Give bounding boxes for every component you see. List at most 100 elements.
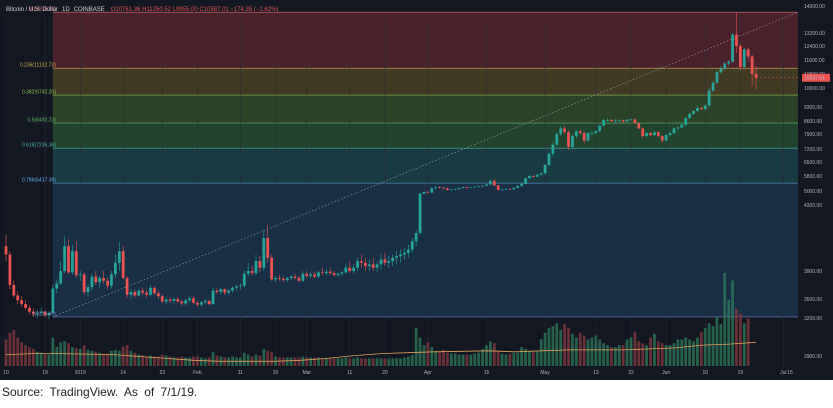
volume-bar — [340, 358, 344, 366]
candle-body — [207, 300, 211, 305]
candle-body — [672, 128, 676, 134]
candle-body — [102, 278, 106, 281]
candle-body — [742, 49, 746, 67]
volume-bar — [414, 328, 418, 366]
candle-body — [145, 292, 148, 295]
volume-bar — [395, 358, 398, 366]
volume-bar — [567, 328, 570, 366]
candle-body — [715, 72, 719, 83]
fib-level-label: 0.236(11132.73) — [20, 63, 56, 69]
candle-body — [559, 128, 563, 134]
candle-body — [383, 259, 387, 263]
volume-bar — [321, 358, 324, 366]
candle-body — [47, 312, 51, 316]
exchange: COINBASE — [74, 7, 105, 13]
x-tick-label: 11 — [347, 370, 352, 376]
volume-bar — [98, 352, 102, 366]
x-tick-label: 10 — [3, 370, 9, 376]
candle-body — [481, 185, 484, 187]
candle-body — [418, 193, 422, 234]
volume-bar — [719, 324, 723, 366]
volume-bar — [434, 350, 438, 366]
candle-body — [133, 292, 137, 296]
x-axis-bg — [0, 366, 833, 380]
y-tick-label: 13200.00 — [804, 31, 825, 37]
volume-bar — [317, 357, 320, 366]
volume-bar — [203, 358, 207, 366]
volume-bar — [629, 337, 633, 366]
volume-bar — [110, 350, 113, 366]
volume-bar — [114, 349, 117, 366]
candle-body — [262, 238, 266, 268]
candle-body — [504, 188, 508, 190]
fib-band — [52, 148, 798, 184]
candle-body — [696, 108, 699, 111]
candle-body — [164, 299, 168, 302]
volume-bar — [59, 342, 63, 366]
volume-bar — [379, 358, 383, 366]
candle-body — [614, 120, 617, 122]
y-tick-label: 3900.00 — [804, 269, 822, 275]
candle-body — [735, 34, 738, 46]
x-tick-label: 23 — [159, 370, 165, 376]
volume-bar — [473, 353, 477, 366]
volume-bar — [481, 348, 484, 366]
volume-bar — [297, 357, 301, 366]
volume-bar — [610, 347, 613, 366]
volume-bar — [586, 339, 590, 366]
volume-bar — [477, 352, 481, 366]
price-candles — [4, 12, 758, 320]
candle-body — [125, 278, 129, 295]
candle-body — [535, 174, 539, 177]
y-tick-label: 3500.00 — [804, 297, 822, 303]
candle-body — [336, 273, 340, 276]
candle-body — [422, 192, 426, 194]
volume-bar — [535, 350, 539, 366]
candle-body — [442, 187, 445, 189]
volume-bar — [645, 345, 648, 366]
volume-bar — [512, 352, 516, 366]
volume-bar — [278, 357, 281, 366]
candle-body — [35, 312, 39, 315]
candle-body — [524, 178, 527, 184]
candle-body — [496, 185, 500, 190]
candle-body — [153, 287, 156, 294]
volume-bar — [539, 339, 543, 366]
candle-body — [117, 251, 121, 263]
volume-bar — [258, 355, 262, 366]
fib-level-label: 1(3216.00) — [32, 311, 57, 317]
candle-body — [414, 233, 418, 242]
volume-bar — [559, 329, 563, 366]
candle-body — [250, 271, 254, 274]
candle-body — [610, 120, 613, 121]
volume-bar — [360, 358, 363, 366]
y-tick-label: 4300.00 — [804, 203, 822, 209]
volume-bar — [739, 313, 742, 366]
candle-body — [227, 290, 231, 293]
x-tick-label: 22 — [628, 370, 634, 376]
candle-body — [141, 290, 145, 293]
x-tick-label: Feb — [193, 370, 202, 376]
candle-body — [457, 188, 461, 189]
y-axis: 14000.0013200.0012400.0011600.0010800.00… — [799, 0, 833, 380]
volume-bar — [617, 345, 621, 366]
volume-bar — [641, 343, 645, 366]
volume-bar — [74, 347, 78, 366]
candle-body — [8, 254, 12, 285]
chart-area: 0(13816.25) 0.236(11132.73) 0.382(9742.20)… — [0, 0, 833, 380]
candle-body — [297, 278, 301, 281]
chart-header: Bitcoin / U.S. Dollar 1D COINBASE O10761.36… — [6, 7, 278, 13]
volume-bar — [4, 339, 8, 366]
candle-body — [137, 290, 141, 296]
volume-bar — [160, 354, 164, 366]
volume-bar — [207, 357, 211, 366]
candle-body — [391, 257, 395, 262]
candle-body — [199, 302, 203, 305]
volume-bar — [266, 350, 270, 366]
candle-body — [356, 261, 359, 268]
candle-body — [74, 251, 78, 276]
volume-bar — [86, 349, 90, 366]
volume-bar — [403, 357, 406, 366]
volume-bar — [543, 332, 547, 366]
grid — [5, 18, 784, 366]
